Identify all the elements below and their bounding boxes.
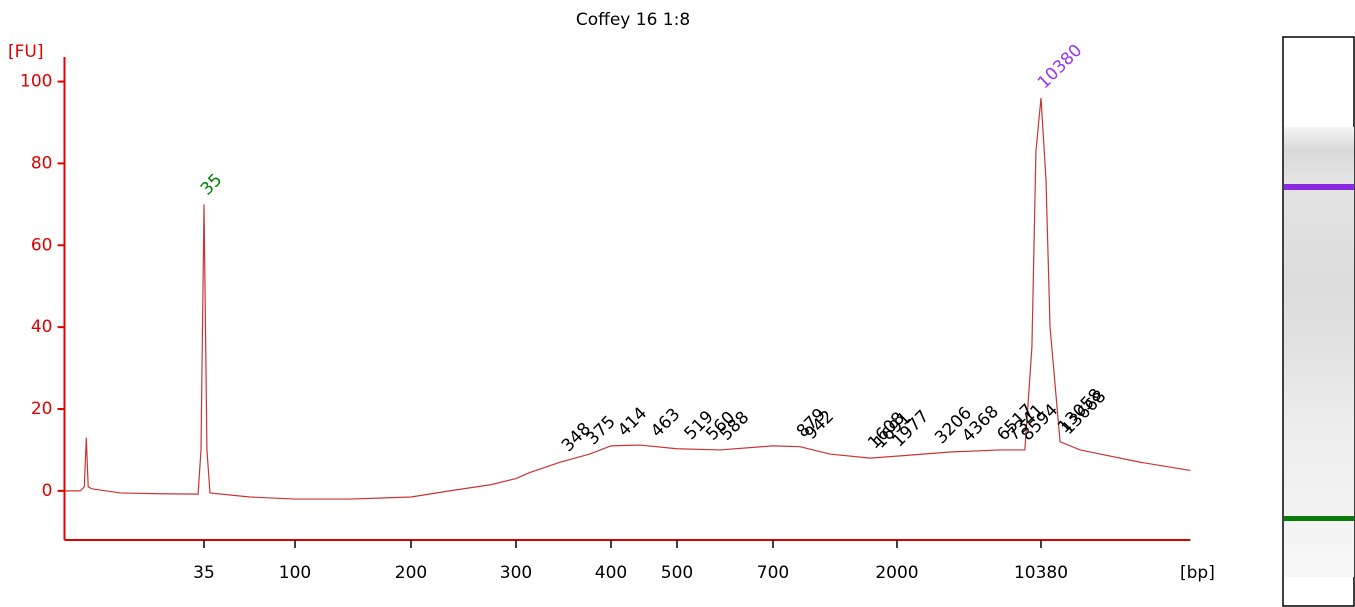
x-tick-label: 200	[395, 563, 427, 583]
x-tick-label: 500	[661, 563, 693, 583]
y-axis-label: [FU]	[8, 42, 44, 62]
y-tick-label: 20	[31, 399, 53, 419]
x-tick-label: 400	[595, 563, 627, 583]
gel-band-lower	[1284, 516, 1354, 521]
chart-title: Coffey 16 1:8	[576, 10, 690, 30]
gel-band-upper	[1284, 184, 1354, 190]
peak-label: 414	[614, 404, 651, 441]
y-tick-label: 60	[31, 235, 53, 255]
y-tick-label: 0	[42, 481, 53, 501]
peak-label: 10380	[1034, 41, 1086, 93]
gel-lane	[1282, 36, 1355, 607]
x-tick-label: 10380	[1014, 563, 1068, 583]
y-tick-label: 100	[20, 72, 52, 92]
x-axis-label: [bp]	[1180, 563, 1215, 583]
trace	[64, 97, 1191, 500]
x-tick-label: 700	[757, 563, 789, 583]
peak-label: 35	[197, 170, 226, 199]
peak-label: 463	[647, 404, 684, 441]
x-tick-label: 2000	[875, 563, 918, 583]
y-tick-label: 40	[31, 317, 53, 337]
x-tick-label: 35	[193, 563, 215, 583]
y-tick-label: 80	[31, 153, 53, 173]
x-tick-label: 100	[279, 563, 311, 583]
x-tick-label: 300	[500, 563, 532, 583]
gel-background	[1284, 127, 1354, 577]
peak-label: 375	[583, 412, 620, 449]
